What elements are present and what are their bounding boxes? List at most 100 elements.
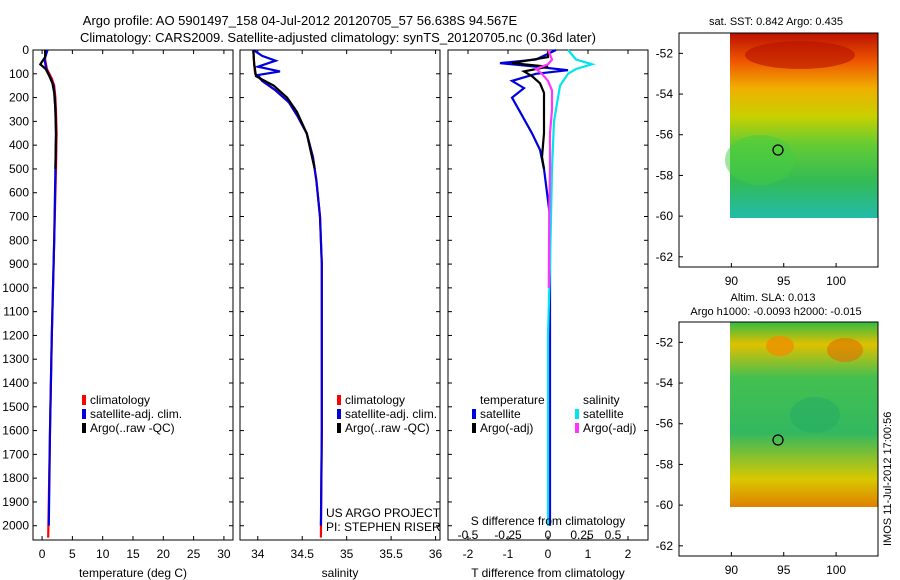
depth-tick-label: 500 [9, 162, 29, 176]
salinity-line-climatology [252, 49, 323, 538]
salinity-xlabel: salinity [322, 566, 359, 580]
sst-map-panel: sat. SST: 0.842 Argo: 0.435 [656, 16, 879, 288]
t-difference-xlabel: T difference from climatology [471, 566, 625, 580]
figure-title-line-2: Climatology: CARS2009. Satellite-adjuste… [80, 30, 596, 45]
temperature-x-tick-label: 15 [126, 547, 140, 561]
s-tick-label: -0.5 [458, 528, 479, 542]
sst-lat-tick-label: -62 [656, 250, 674, 264]
salinity-legend: climatology satellite-adj. clim. Argo(..… [337, 393, 437, 435]
salinity-x-tick-label: 34 [251, 547, 265, 561]
legend-swatch-t-satellite [472, 409, 476, 419]
sla-high-patch [766, 336, 794, 356]
sla-low-patch [790, 397, 840, 433]
salinity-profiles [252, 49, 323, 538]
legend-swatch-climatology [337, 395, 341, 405]
sst-map-axes-box [678, 32, 879, 268]
legend-head-salinity: salinity [583, 393, 620, 407]
s-tick-label: 0.25 [570, 528, 594, 542]
sla-map-subtitle: Argo h1000: -0.0093 h2000: -0.015 [690, 306, 861, 318]
temperature-line-satellite-adj-clim [43, 49, 58, 526]
depth-tick-label: 700 [9, 210, 29, 224]
depth-tick-label: 2000 [2, 519, 29, 533]
imos-timestamp: IMOS 11-Jul-2012 17:00:56 [882, 412, 894, 546]
legend-swatch-climatology [82, 395, 86, 405]
sla-map-ticks: -52 -54 -56 -58 -60 -62 90 95 100 [656, 335, 847, 577]
depth-tick-label: 400 [9, 138, 29, 152]
project-label: US ARGO PROJECT [326, 506, 441, 520]
legend-satellite: satellite-adj. clim. [345, 407, 437, 421]
depth-tick-label: 1100 [3, 305, 29, 319]
sst-map-ticks: -52 -54 -56 -58 -60 -62 90 95 100 [656, 46, 847, 288]
depth-tick-label: 0 [22, 43, 29, 57]
sla-lon-tick-label: 95 [777, 563, 791, 577]
salinity-panel: 34 34.5 35 35.5 36 salinity climatology sate… [239, 49, 443, 580]
sla-map-axes-box [678, 321, 879, 557]
difference-legend: temperature salinity satellite Argo(-adj… [472, 393, 636, 435]
sst-argo-location-marker [772, 144, 784, 156]
legend-head-temperature: temperature [480, 393, 545, 407]
depth-tick-label: 600 [9, 186, 29, 200]
depth-tick-label: 1600 [2, 424, 29, 438]
temperature-line-argo-raw-qc [38, 50, 58, 169]
temperature-profiles [38, 49, 58, 538]
depth-tick-label: 1500 [2, 400, 29, 414]
difference-x-tick-label: 0 [545, 547, 552, 561]
difference-line-salinity-argo-adj [533, 49, 554, 288]
sla-lat-tick-label: -54 [656, 376, 674, 390]
sst-lat-tick-label: -60 [656, 209, 674, 223]
salinity-line-satellite-adj-clim [252, 49, 323, 526]
legend-swatch-argo [82, 423, 86, 433]
difference-panel: -2 -1 0 1 2 T difference from climatology S … [447, 49, 649, 580]
depth-tick-label: 800 [9, 233, 29, 247]
sla-lat-tick-label: -58 [656, 457, 674, 471]
depth-tick-label: 900 [9, 257, 29, 271]
sst-map-title: sat. SST: 0.842 Argo: 0.435 [709, 16, 843, 28]
salinity-x-tick-label: 35 [340, 547, 354, 561]
temperature-x-tick-label: 30 [217, 547, 231, 561]
legend-swatch-s-argo [575, 423, 579, 433]
salinity-x-tick-label: 36 [429, 547, 443, 561]
difference-line-temperature-argo-adj [511, 50, 550, 170]
sla-lat-tick-label: -62 [656, 539, 674, 553]
sst-lat-tick-label: -56 [656, 128, 674, 142]
temperature-xlabel: temperature (deg C) [79, 566, 187, 580]
depth-axis-ticks: 0 100 200 300 400 500 600 700 800 900 1000 1100 1200… [2, 43, 648, 533]
difference-x-tick-label: 1 [585, 547, 592, 561]
sla-lat-tick-label: -56 [656, 417, 674, 431]
figure-title-line-1: Argo profile: AO 5901497_158 04-Jul-2012… [83, 13, 518, 28]
legend-swatch-satellite [337, 409, 341, 419]
depth-tick-label: 1000 [2, 281, 29, 295]
difference-x-tick-label: -1 [503, 547, 514, 561]
pi-label: PI: STEPHEN RISER [326, 520, 441, 534]
salinity-x-ticks: 34 34.5 35 35.5 36 [251, 50, 443, 561]
sla-map-panel: Altim. SLA: 0.013 Argo h1000: -0.0093 h2… [656, 292, 879, 577]
difference-x-tick-label: 2 [625, 547, 632, 561]
legend-s-satellite: satellite [583, 407, 624, 421]
sst-lon-tick-label: 90 [725, 274, 739, 288]
salinity-x-tick-label: 34.5 [291, 547, 315, 561]
legend-argo: Argo(..raw -QC) [90, 421, 175, 435]
difference-line-temperature-satellite [499, 49, 569, 526]
depth-tick-label: 300 [9, 114, 29, 128]
legend-satellite: satellite-adj. clim. [90, 407, 182, 421]
temperature-x-tick-label: 20 [157, 547, 171, 561]
s-tick-label: 0 [545, 528, 552, 542]
depth-tick-label: 1800 [2, 471, 29, 485]
temperature-panel: 0100200300400500600700800900100011001200… [2, 43, 648, 580]
temperature-x-tick-label: 0 [39, 547, 46, 561]
sla-high-patch [827, 338, 863, 362]
depth-tick-label: 100 [9, 67, 29, 81]
salinity-line-argo-raw-qc [252, 49, 316, 170]
temperature-x-ticks: 0 5 10 15 20 25 30 [39, 50, 231, 561]
depth-tick-label: 1900 [2, 495, 29, 509]
temperature-legend: climatology satellite-adj. clim. Argo(..… [82, 393, 182, 435]
legend-swatch-s-satellite [575, 409, 579, 419]
salinity-axes-box [239, 49, 441, 541]
temperature-x-tick-label: 25 [187, 547, 201, 561]
sla-map-title: Altim. SLA: 0.013 [731, 292, 816, 304]
sst-lat-tick-label: -54 [656, 87, 674, 101]
temperature-x-tick-label: 10 [96, 547, 110, 561]
s-tick-label: 0.5 [605, 528, 622, 542]
legend-t-satellite: satellite [480, 407, 521, 421]
